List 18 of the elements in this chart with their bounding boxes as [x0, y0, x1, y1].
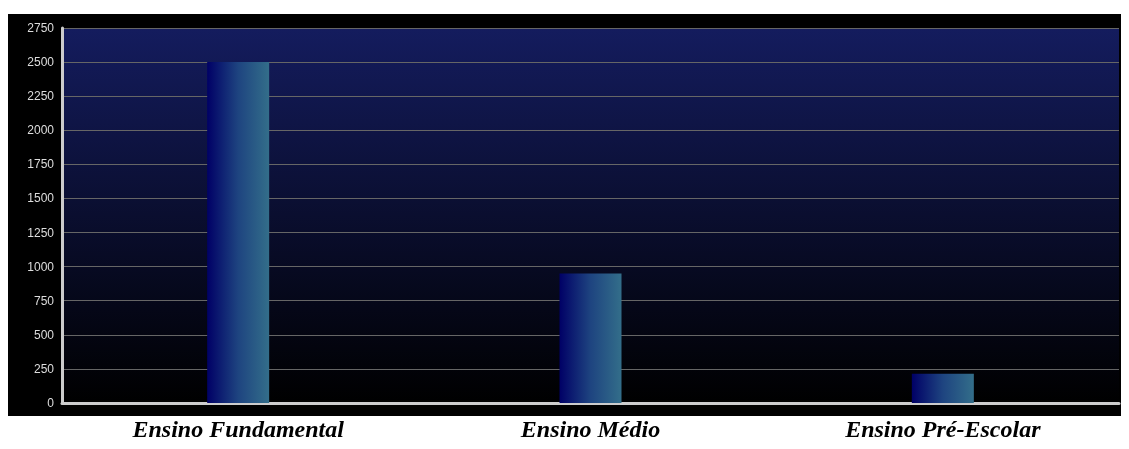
y-tick-label: 2000 [27, 123, 55, 138]
y-tick-label: 750 [33, 293, 55, 308]
y-tick-label: 1000 [27, 259, 55, 274]
y-tick-label: 2500 [27, 55, 55, 70]
y-tick-label: 2250 [27, 89, 55, 104]
x-tick-label: Ensino Médio [519, 416, 661, 442]
bar [911, 373, 974, 403]
y-tick-label: 1750 [27, 157, 55, 172]
y-tick-label: 1250 [27, 225, 55, 240]
y-tick-label: 250 [33, 361, 55, 376]
y-tick-label: 500 [33, 327, 55, 342]
x-tick-label: Ensino Pré-Escolar [844, 416, 1042, 442]
bar [207, 62, 270, 403]
x-tick-label: Ensino Fundamental [131, 416, 345, 442]
y-tick-label: 1500 [27, 191, 55, 206]
bar [559, 273, 622, 403]
y-tick-label: 0 [47, 396, 55, 410]
y-tick-label: 2750 [27, 21, 55, 35]
